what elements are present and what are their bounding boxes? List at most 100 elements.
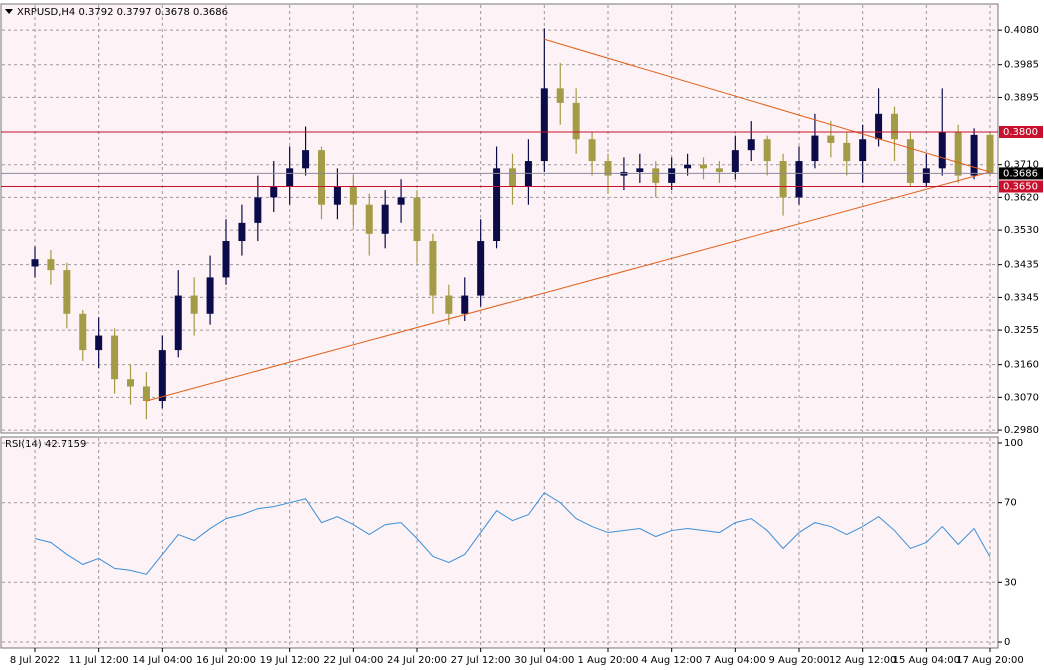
- candle-body: [509, 168, 516, 187]
- trendline: [146, 171, 991, 402]
- candle-body: [891, 113, 898, 140]
- candle-body: [811, 135, 819, 162]
- y-tick-label: 0: [1004, 637, 1010, 648]
- y-tick-label: 0.2980: [1004, 425, 1039, 436]
- y-tick-label: 0.3345: [1004, 292, 1039, 303]
- candle-body: [238, 222, 246, 242]
- candle-body: [493, 168, 501, 242]
- candle-body: [445, 295, 453, 314]
- trendline: [544, 38, 991, 173]
- x-tick-label: 8 Jul 2022: [10, 655, 60, 666]
- candle-body: [222, 241, 230, 278]
- candle-body: [302, 150, 310, 169]
- plot-layer: 8 Jul 2022 11 Jul 12:00 14 Jul 04:00 16 Jul…: [1, 5, 1043, 666]
- candle-body: [47, 259, 55, 271]
- x-tick-label: 12 Aug 12:00: [829, 655, 896, 666]
- y-tick-label: 0.3710: [1004, 160, 1039, 171]
- candle-body: [429, 241, 437, 296]
- rsi-title: RSI(14): [5, 439, 42, 450]
- candle-body: [938, 131, 946, 169]
- candle-body: [763, 139, 771, 162]
- candle-body: [333, 186, 341, 205]
- candle-body: [254, 197, 262, 223]
- last-price-label: 0.3686: [1003, 168, 1038, 179]
- candle-body: [572, 102, 580, 140]
- y-tick-label: 0.3255: [1004, 325, 1039, 336]
- candle-body: [604, 161, 612, 176]
- menu-icon[interactable]: [5, 9, 13, 14]
- y-tick-label: 30: [1004, 577, 1017, 588]
- candle-body: [922, 168, 930, 183]
- candle-body: [652, 168, 660, 183]
- rsi-panel: [0, 436, 999, 649]
- candle-body: [63, 270, 71, 314]
- price-level-label: 0.3800: [1003, 127, 1038, 138]
- candle-body: [986, 134, 994, 174]
- y-tick-label: 0.3070: [1004, 392, 1039, 403]
- candle-body: [365, 204, 373, 234]
- rsi-header: RSI(14) 42.7159: [5, 439, 86, 450]
- x-tick-label: 9 Aug 20:00: [768, 655, 829, 666]
- x-tick-label: 16 Jul 20:00: [196, 655, 256, 666]
- x-tick-label: 17 Aug 20:00: [956, 655, 1023, 666]
- open-value: 0.3792: [78, 7, 113, 18]
- y-tick-label: 0.3895: [1004, 92, 1039, 103]
- last-price-box: [999, 167, 1043, 180]
- candle-body: [827, 135, 835, 143]
- candle-body: [142, 386, 150, 402]
- candle-body: [556, 88, 564, 103]
- price-header: XRPUSD,H4 0.3792 0.3797 0.3678 0.3686: [17, 7, 228, 18]
- candle-body: [795, 161, 803, 198]
- candle-body: [79, 313, 87, 351]
- candle-body: [31, 259, 39, 267]
- close-value: 0.3686: [193, 7, 228, 18]
- y-tick-label: 100: [1004, 438, 1023, 449]
- candle-body: [954, 131, 962, 176]
- x-tick-label: 7 Aug 04:00: [705, 655, 766, 666]
- x-tick-label: 27 Jul 12:00: [451, 655, 511, 666]
- x-tick-label: 11 Jul 12:00: [69, 655, 129, 666]
- candle-body: [970, 134, 978, 176]
- y-tick-label: 70: [1004, 498, 1017, 509]
- y-tick-label: 0.3435: [1004, 260, 1039, 271]
- price-level-box: [999, 125, 1043, 138]
- x-tick-label: 14 Jul 04:00: [132, 655, 192, 666]
- candle-body: [779, 161, 787, 198]
- price-level-box: [999, 180, 1043, 193]
- candle-body: [381, 204, 389, 234]
- candle-body: [206, 277, 214, 314]
- low-value: 0.3678: [155, 7, 190, 18]
- candle-body: [540, 88, 548, 162]
- candle-body: [715, 168, 723, 172]
- candle-body: [158, 350, 166, 402]
- symbol: XRPUSD,H4: [17, 7, 75, 18]
- candle-body: [318, 150, 325, 205]
- x-tick-label: 15 Aug 04:00: [893, 655, 960, 666]
- y-tick-label: 0.3160: [1004, 360, 1039, 371]
- x-tick-label: 30 Jul 04:00: [514, 655, 574, 666]
- rsi-line: [34, 492, 991, 575]
- candle-body: [174, 295, 182, 351]
- candle-body: [127, 379, 134, 387]
- candle-body: [843, 142, 851, 162]
- candle-body: [588, 139, 596, 162]
- y-tick-label: 0.3530: [1004, 225, 1039, 236]
- x-tick-label: 19 Jul 12:00: [260, 655, 320, 666]
- candle-body: [731, 150, 739, 172]
- y-tick-label: 0.3620: [1004, 192, 1039, 203]
- candle-body: [875, 113, 883, 140]
- candle-body: [95, 335, 103, 351]
- candle-body: [397, 197, 405, 205]
- candle-body: [111, 335, 119, 380]
- candle-body: [668, 168, 676, 183]
- x-tick-label: 4 Aug 12:00: [641, 655, 702, 666]
- x-tick-label: 1 Aug 20:00: [577, 655, 638, 666]
- rsi-value: 42.7159: [45, 439, 86, 450]
- x-tick-label: 24 Jul 20:00: [387, 655, 447, 666]
- candle-body: [190, 295, 198, 314]
- candle-body: [349, 186, 357, 205]
- candle-body: [906, 139, 914, 183]
- candle-body: [636, 168, 644, 172]
- candle-body: [859, 139, 867, 162]
- y-tick-label: 0.4080: [1004, 25, 1039, 36]
